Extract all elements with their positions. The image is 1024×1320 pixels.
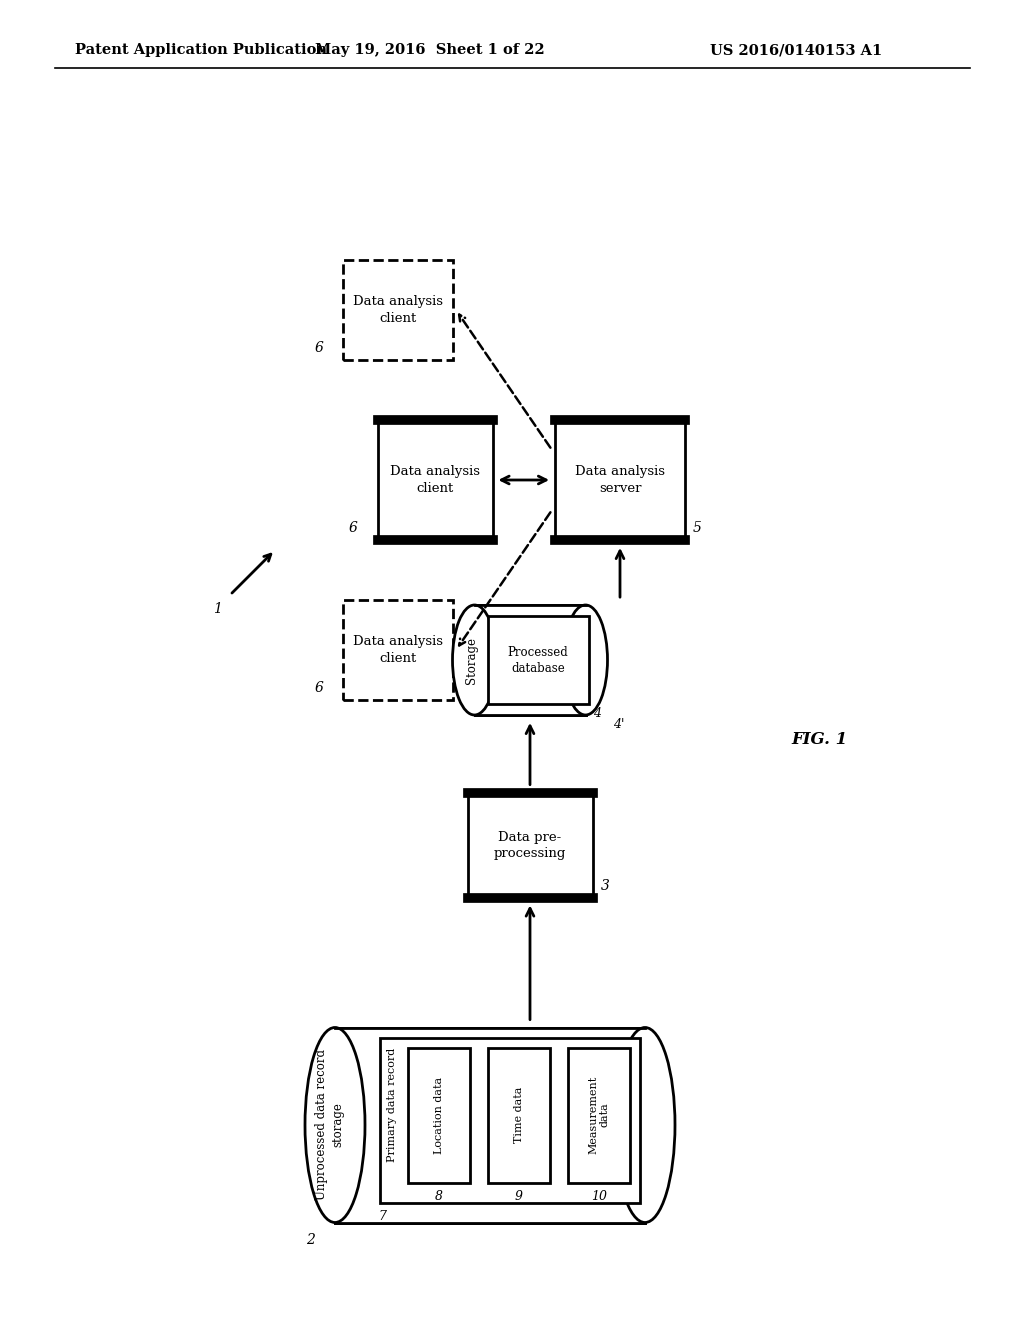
FancyBboxPatch shape xyxy=(335,1027,645,1222)
Ellipse shape xyxy=(615,1027,675,1222)
FancyBboxPatch shape xyxy=(474,605,586,715)
FancyBboxPatch shape xyxy=(487,616,589,704)
Text: US 2016/0140153 A1: US 2016/0140153 A1 xyxy=(710,44,883,57)
Text: 2: 2 xyxy=(305,1233,314,1246)
Text: Processed
database: Processed database xyxy=(508,645,568,675)
Text: Unprocessed data record
storage: Unprocessed data record storage xyxy=(315,1049,344,1200)
FancyBboxPatch shape xyxy=(343,260,453,360)
Text: Measurement
data: Measurement data xyxy=(588,1076,610,1154)
FancyBboxPatch shape xyxy=(408,1048,470,1183)
Text: 6: 6 xyxy=(348,521,357,535)
FancyBboxPatch shape xyxy=(568,1048,630,1183)
Text: 10: 10 xyxy=(591,1191,607,1204)
FancyBboxPatch shape xyxy=(555,420,685,540)
Text: 7: 7 xyxy=(378,1210,386,1224)
Text: 6: 6 xyxy=(314,681,323,696)
Ellipse shape xyxy=(563,605,607,715)
Text: 6: 6 xyxy=(314,341,323,355)
Text: Patent Application Publication: Patent Application Publication xyxy=(75,44,327,57)
Text: 4: 4 xyxy=(594,708,601,719)
Text: Data pre-
processing: Data pre- processing xyxy=(494,830,566,859)
FancyBboxPatch shape xyxy=(380,1038,640,1203)
Text: FIG. 1: FIG. 1 xyxy=(792,731,848,748)
Text: 4': 4' xyxy=(613,718,625,731)
Text: Storage: Storage xyxy=(465,636,478,684)
Text: Time data: Time data xyxy=(514,1086,524,1143)
FancyBboxPatch shape xyxy=(474,605,586,715)
Text: Data analysis
client: Data analysis client xyxy=(353,296,443,325)
Text: Data analysis
server: Data analysis server xyxy=(575,466,665,495)
Text: 5: 5 xyxy=(693,521,701,535)
Text: Primary data record: Primary data record xyxy=(387,1048,397,1162)
FancyBboxPatch shape xyxy=(488,1048,550,1183)
Ellipse shape xyxy=(305,1027,365,1222)
Text: 8: 8 xyxy=(435,1191,443,1204)
Text: Location data: Location data xyxy=(434,1076,444,1154)
FancyBboxPatch shape xyxy=(468,792,593,898)
FancyBboxPatch shape xyxy=(343,601,453,700)
Text: 9: 9 xyxy=(515,1191,523,1204)
FancyBboxPatch shape xyxy=(378,420,493,540)
Text: May 19, 2016  Sheet 1 of 22: May 19, 2016 Sheet 1 of 22 xyxy=(315,44,545,57)
Text: Data analysis
client: Data analysis client xyxy=(353,635,443,664)
Text: 1: 1 xyxy=(213,602,222,616)
Ellipse shape xyxy=(453,605,497,715)
Text: 3: 3 xyxy=(600,879,609,892)
Text: Data analysis
client: Data analysis client xyxy=(390,466,480,495)
FancyBboxPatch shape xyxy=(335,1027,645,1222)
